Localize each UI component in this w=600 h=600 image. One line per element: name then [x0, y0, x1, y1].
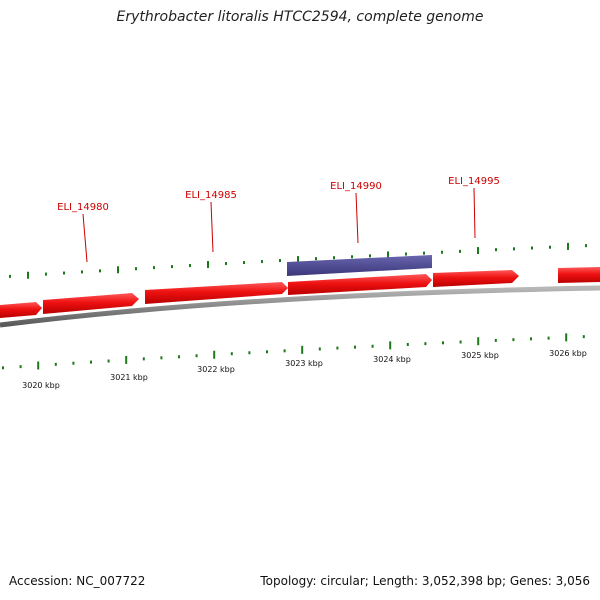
gc-skew-track	[9, 242, 587, 279]
accession-text: Accession: NC_007722	[9, 574, 146, 588]
scale-label: 3023 kbp	[285, 359, 323, 368]
scale-label: 3020 kbp	[22, 381, 60, 390]
scale-track	[2, 333, 585, 370]
gene-label: ELI_14980	[57, 202, 109, 213]
gene-label: ELI_14990	[330, 181, 382, 192]
forward-strand-gene[interactable]	[43, 293, 139, 314]
scale-label: 3022 kbp	[197, 365, 235, 374]
map-title: Erythrobacter litoralis HTCC2594, comple…	[116, 9, 484, 25]
forward-strand-gene[interactable]	[433, 270, 519, 287]
gene-label: ELI_14985	[185, 190, 237, 201]
forward-strand-gene[interactable]	[288, 274, 432, 295]
forward-strand-gene[interactable]	[558, 267, 600, 283]
scale-label: 3024 kbp	[373, 355, 411, 364]
forward-strand-gene[interactable]	[0, 302, 42, 318]
gene-label-leader	[355, 192, 359, 244]
gene-label-leader	[82, 213, 88, 263]
scale-label: 3025 kbp	[461, 351, 499, 360]
reverse-strand-gene[interactable]	[287, 255, 432, 276]
genome-backbone	[0, 285, 600, 328]
forward-strand-gene[interactable]	[145, 282, 288, 304]
scale-label: 3021 kbp	[110, 373, 148, 382]
gene-label-leader	[473, 187, 476, 239]
topology-text: Topology: circular; Length: 3,052,398 bp…	[260, 574, 590, 588]
gene-label: ELI_14995	[448, 176, 500, 187]
gene-label-leader	[210, 201, 214, 253]
scale-label: 3026 kbp	[549, 349, 587, 358]
